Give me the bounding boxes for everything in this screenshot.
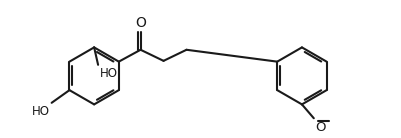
Text: HO: HO [100, 67, 118, 80]
Text: O: O [314, 121, 325, 134]
Text: HO: HO [32, 105, 50, 118]
Text: O: O [135, 16, 146, 30]
